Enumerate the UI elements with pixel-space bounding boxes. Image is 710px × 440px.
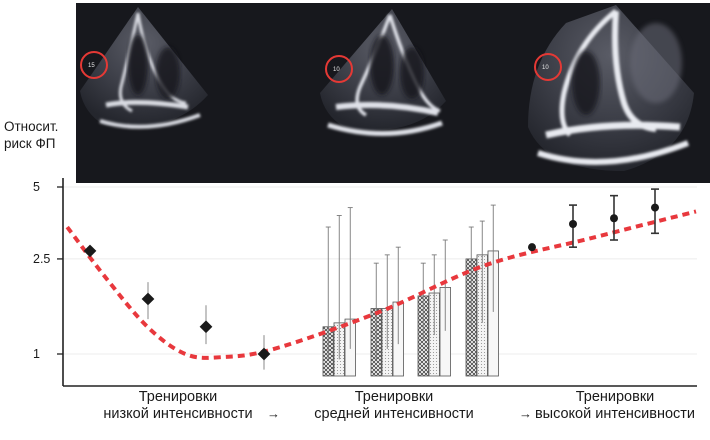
echo-walls-3	[537, 9, 690, 165]
echocardiogram-strip: 15 10	[76, 3, 710, 183]
category-moderate-line-1: Тренировки	[354, 389, 434, 405]
category-high-line-1: Тренировки	[575, 389, 655, 405]
category-low-line-2: низкой интенсивности	[103, 406, 253, 422]
axes: 12.55	[33, 178, 697, 387]
low-intensity-point	[257, 347, 271, 361]
high-intensity-point	[651, 203, 659, 212]
arrow-moderate-to-high: →	[519, 406, 532, 421]
data-points	[83, 188, 659, 370]
category-low: Тренировки низкой интенсивности	[60, 389, 296, 423]
low-intensity-point	[199, 320, 213, 334]
y-axis-label-line-1: Относит.	[4, 119, 59, 134]
y-tick-label: 1	[33, 347, 40, 361]
echo-panel-1: 15	[80, 7, 208, 129]
echo-scale-1: 15	[88, 63, 95, 69]
low-intensity-point	[83, 244, 97, 258]
high-intensity-point	[610, 214, 618, 223]
high-intensity-point	[528, 243, 536, 252]
bar-group	[322, 207, 356, 377]
y-tick-label: 2.5	[33, 252, 50, 266]
category-high: Тренировки высокой интенсивности	[522, 389, 708, 423]
echo-scale-2: 10	[333, 67, 340, 73]
y-axis-label: Относит. риск ФП	[4, 118, 58, 152]
trend-curve-group	[65, 209, 697, 360]
category-moderate-line-2: средней интенсивности	[314, 406, 474, 422]
echo-panel-2: 10	[320, 9, 446, 137]
category-low-line-1: Тренировки	[138, 389, 218, 405]
category-high-line-2: высокой интенсивности	[534, 406, 696, 422]
high-intensity-point	[569, 220, 577, 229]
moderate-intensity-bars	[322, 204, 499, 377]
highlight-circle-3	[534, 53, 562, 81]
y-axis-label-line-2: риск ФП	[4, 136, 56, 151]
bar-group	[465, 204, 499, 377]
echo-panel-3: 10	[528, 5, 694, 171]
bar-group	[417, 239, 451, 377]
highlight-circle-1	[80, 51, 108, 79]
echo-scale-3: 10	[542, 65, 549, 71]
highlight-circle-2	[325, 55, 353, 83]
arrow-low-to-moderate: →	[267, 406, 280, 421]
trend-curve	[65, 209, 697, 360]
y-tick-label: 5	[33, 180, 40, 194]
category-moderate: Тренировки средней интенсивности	[286, 389, 502, 423]
low-intensity-point	[141, 292, 155, 306]
echocardiogram-images: 15 10	[80, 5, 694, 171]
